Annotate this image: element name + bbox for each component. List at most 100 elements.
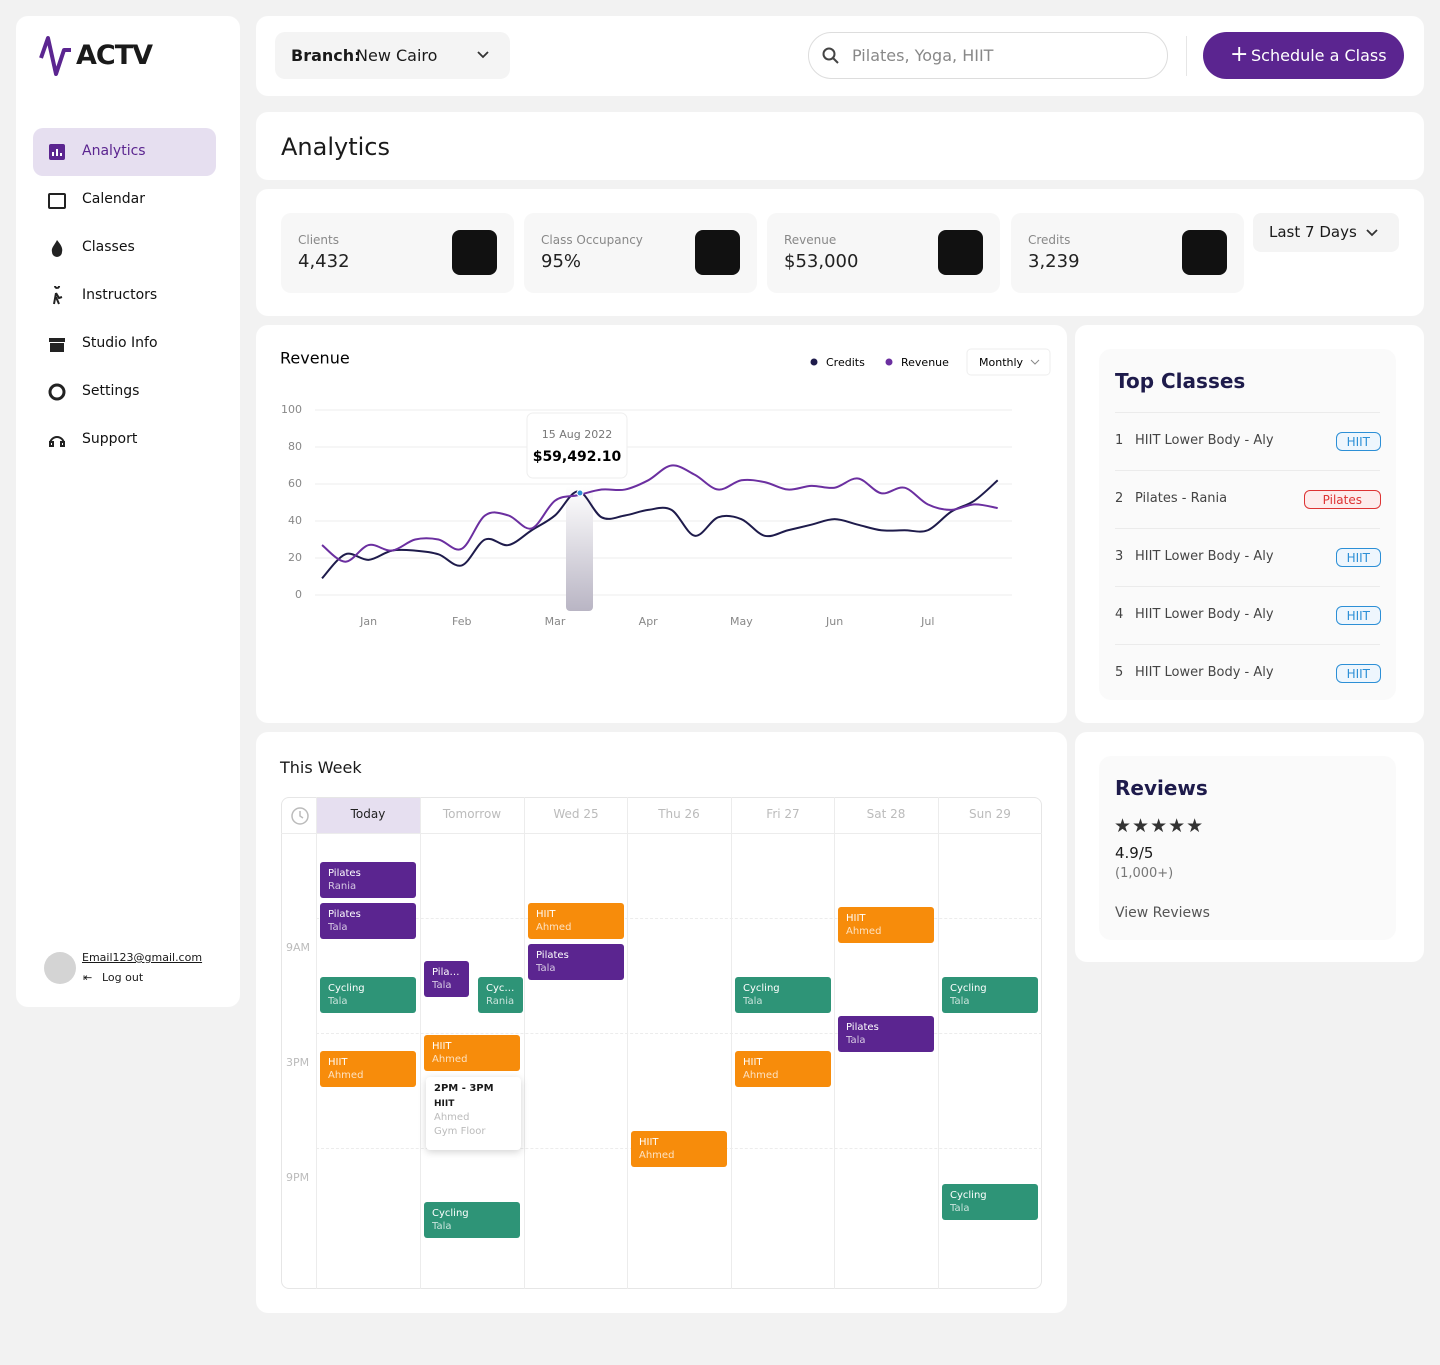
col-line: [938, 797, 939, 1289]
event-title: Cycling: [432, 1208, 469, 1219]
event-title: HIIT: [846, 913, 866, 924]
icon-shape: [48, 383, 66, 401]
event[interactable]: HIIT Ahmed: [838, 907, 934, 943]
title-card: [256, 112, 1424, 180]
chart-period-select[interactable]: [966, 348, 1051, 376]
event[interactable]: Cycling Tala: [735, 977, 831, 1013]
event[interactable]: Cycling Tala: [424, 1202, 520, 1238]
branch-value: New Cairo: [356, 46, 438, 65]
detail-time: 2PM - 3PM: [434, 1083, 494, 1094]
nav-item[interactable]: Support: [82, 431, 138, 447]
revenue-chart: Revenue Monthly 0 20 40 60 80 100 Jan Feb Mar Apr…: [280, 348, 1051, 628]
stat-label: Credits: [1028, 233, 1071, 247]
event[interactable]: HIIT Ahmed: [320, 1051, 416, 1087]
schedule-button[interactable]: [1203, 32, 1404, 79]
event-instructor: Ahmed: [846, 926, 882, 937]
nav-item[interactable]: Calendar: [82, 191, 145, 207]
event[interactable]: HIIT Ahmed: [735, 1051, 831, 1087]
nav-icon: [51, 240, 63, 257]
nav-item[interactable]: Instructors: [82, 287, 158, 303]
event[interactable]: HIIT Ahmed: [424, 1035, 520, 1071]
event-instructor: Ahmed: [639, 1150, 675, 1161]
event-title: Cycling: [486, 983, 515, 994]
stat-label: Clients: [298, 233, 339, 247]
x-tick-label: May: [730, 615, 753, 628]
col-line: [731, 797, 732, 1289]
y-tick-label: 100: [281, 403, 302, 416]
nav-item[interactable]: Studio Info: [82, 335, 158, 351]
search-icon: [822, 47, 839, 64]
page-title: Analytics: [281, 133, 390, 161]
col-line: [524, 797, 525, 1289]
branch-select[interactable]: [275, 32, 510, 79]
event[interactable]: Cycling Tala: [942, 977, 1038, 1013]
divider: [1115, 412, 1380, 413]
nav-icon: [49, 338, 65, 352]
event[interactable]: Pilates Tala: [320, 903, 416, 939]
top-classes-title: Top Classes: [1115, 369, 1246, 393]
event-instructor: Tala: [743, 996, 763, 1007]
event-instructor: Rania: [328, 881, 357, 892]
event-title: HIIT: [639, 1137, 659, 1148]
stat-label: Revenue: [784, 233, 837, 247]
event[interactable]: Pilates Tala: [424, 961, 469, 997]
logout[interactable]: Log out: [102, 971, 144, 984]
nav-item[interactable]: Classes: [82, 239, 135, 255]
class-name: HIIT Lower Body - Aly: [1135, 665, 1274, 680]
event-title: Cycling: [950, 983, 987, 994]
time-label: 9PM: [286, 1171, 310, 1184]
hour-line: [316, 1033, 1042, 1034]
event[interactable]: Pilates Tala: [528, 944, 624, 980]
icon-shape: [53, 286, 63, 305]
stat-icon: [452, 230, 497, 275]
detail-location: Gym Floor: [434, 1126, 486, 1137]
icon-shape: [49, 338, 65, 352]
legend-label: Credits: [826, 356, 865, 369]
col-line: [627, 797, 628, 1289]
event-instructor: Tala: [950, 996, 970, 1007]
divider: [1186, 36, 1187, 76]
tooltip: [526, 412, 628, 479]
event[interactable]: Cycling Tala: [320, 977, 416, 1013]
stat-value: $53,000: [784, 251, 859, 272]
event-instructor: Tala: [432, 980, 452, 991]
day-label: Wed 25: [553, 807, 599, 821]
event-instructor: Tala: [328, 996, 348, 1007]
event-instructor: Tala: [950, 1203, 970, 1214]
plus-icon: +: [1230, 42, 1249, 67]
revenue-card: [256, 325, 1067, 723]
clock-icon: [291, 807, 309, 825]
legend-dot: [810, 358, 818, 366]
nav-icon: [53, 286, 63, 305]
event[interactable]: HIIT Ahmed: [528, 903, 624, 939]
view-reviews[interactable]: View Reviews: [1115, 905, 1210, 921]
event[interactable]: HIIT Ahmed: [631, 1131, 727, 1167]
class-name: Pilates - Rania: [1135, 491, 1228, 506]
stat-label: Class Occupancy: [541, 233, 643, 247]
event-title: Cycling: [950, 1190, 987, 1201]
user-email[interactable]: Email123@gmail.com: [82, 951, 203, 964]
nav-item[interactable]: Settings: [82, 383, 140, 399]
tooltip-date: 15 Aug 2022: [542, 428, 612, 441]
day-label: Sat 28: [866, 807, 906, 821]
event[interactable]: Cycling Tala: [942, 1184, 1038, 1220]
event[interactable]: Pilates Rania: [320, 862, 416, 898]
sidebar: [16, 16, 240, 1007]
event-detail: 2PM - 3PM HIIT Ahmed Gym Floor: [426, 1077, 521, 1150]
nav-item[interactable]: Analytics: [82, 143, 146, 159]
legend-dot: [885, 358, 893, 366]
x-tick-label: Jun: [825, 615, 843, 628]
icon-shape: [48, 193, 66, 209]
search-placeholder: Pilates, Yoga, HIIT: [852, 46, 994, 65]
nav-icon: [48, 383, 66, 401]
detail-instructor: Ahmed: [434, 1112, 470, 1123]
stat-icon: [695, 230, 740, 275]
event[interactable]: Cycling Rania: [478, 977, 523, 1013]
reviews-title: Reviews: [1115, 776, 1208, 800]
search-box[interactable]: [808, 32, 1168, 79]
x-tick-label: Apr: [639, 615, 659, 628]
event[interactable]: Pilates Tala: [838, 1016, 934, 1052]
chevron: [1366, 229, 1378, 237]
day-label: Fri 27: [766, 807, 800, 821]
event-title: Cycling: [328, 983, 365, 994]
